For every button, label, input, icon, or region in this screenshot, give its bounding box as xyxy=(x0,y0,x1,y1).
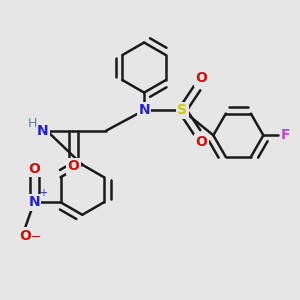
Text: O: O xyxy=(28,162,40,176)
Text: N: N xyxy=(28,195,40,209)
Text: N: N xyxy=(37,124,48,138)
Text: F: F xyxy=(281,128,290,142)
Text: N: N xyxy=(138,103,150,117)
Text: +: + xyxy=(39,188,47,198)
Text: O: O xyxy=(196,71,208,85)
Text: S: S xyxy=(177,103,188,117)
Text: H: H xyxy=(28,117,37,130)
Text: −: − xyxy=(30,231,41,244)
Text: O: O xyxy=(19,229,31,243)
Text: O: O xyxy=(196,135,208,149)
Text: O: O xyxy=(68,159,80,173)
